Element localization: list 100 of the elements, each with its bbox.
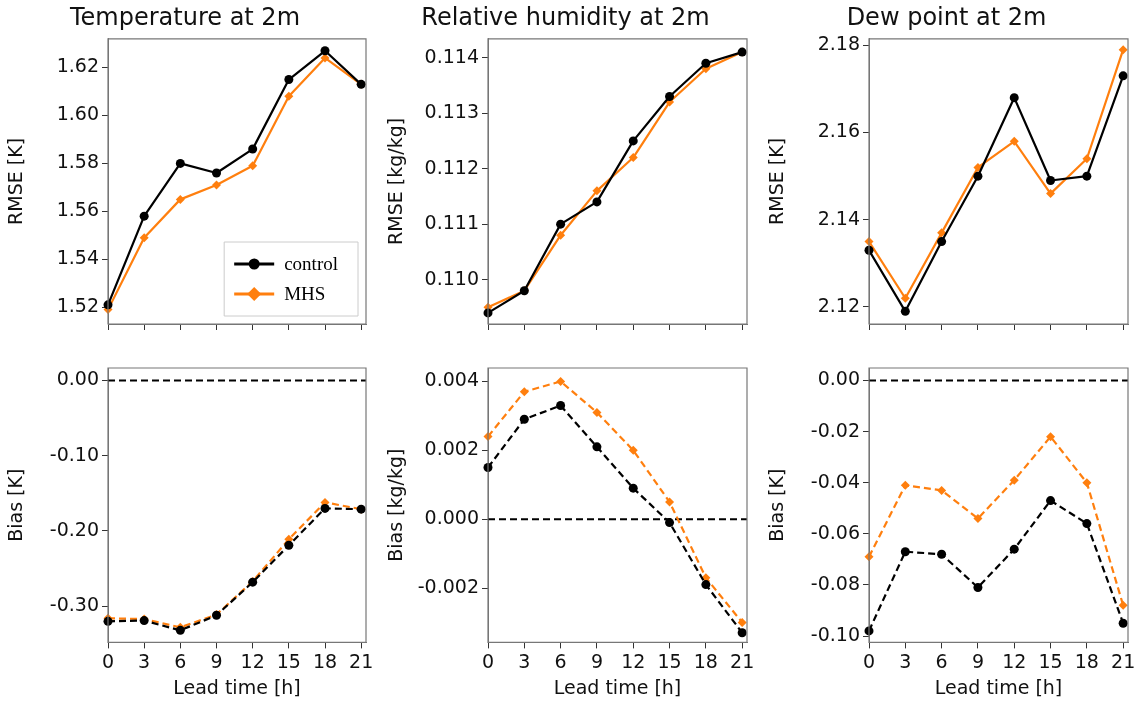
point xyxy=(592,186,602,196)
y-tick-label: -0.10 xyxy=(49,442,99,465)
x-tick-label: 9 xyxy=(590,649,603,672)
point xyxy=(556,230,566,240)
point xyxy=(701,58,711,68)
y-tick-label: 1.60 xyxy=(56,102,99,125)
point xyxy=(592,197,602,207)
y-axis-title: RMSE [kg/kg] xyxy=(384,117,407,245)
x-tick-label: 0 xyxy=(481,649,495,672)
x-tick-label: 9 xyxy=(971,649,984,672)
point xyxy=(1009,136,1019,146)
point xyxy=(248,144,258,154)
point xyxy=(973,582,983,592)
point xyxy=(973,513,983,523)
y-axis-title: Bias [kg/kg] xyxy=(384,448,407,562)
x-tick-label: 6 xyxy=(174,649,187,672)
y-tick-label: 1.58 xyxy=(56,150,99,173)
y-axis-title: Bias [K] xyxy=(4,468,27,542)
point xyxy=(139,233,149,243)
y-tick-label: 0.110 xyxy=(424,266,479,289)
point xyxy=(737,617,747,627)
point xyxy=(556,219,566,229)
x-tick-label: 3 xyxy=(899,649,912,672)
point xyxy=(1082,478,1092,488)
y-tick-label: 2.16 xyxy=(817,119,860,142)
x-tick-label: 18 xyxy=(1074,649,1099,672)
x-tick-label: 0 xyxy=(101,649,115,672)
point xyxy=(1082,171,1092,181)
y-tick-label: 0.004 xyxy=(424,368,479,391)
point xyxy=(1046,432,1056,442)
point xyxy=(519,414,529,424)
point xyxy=(937,228,947,238)
point xyxy=(628,153,638,163)
point xyxy=(900,293,910,303)
point xyxy=(665,92,675,102)
point xyxy=(665,497,675,507)
y-tick-label: 0.112 xyxy=(424,155,479,178)
point xyxy=(592,407,602,417)
point xyxy=(628,136,638,146)
x-tick-label: 18 xyxy=(312,649,338,672)
point xyxy=(139,211,149,221)
x-axis-title: Lead time [h] xyxy=(934,675,1063,698)
point xyxy=(320,46,330,56)
point xyxy=(1046,189,1056,199)
point xyxy=(592,442,602,452)
point xyxy=(1009,475,1019,485)
y-tick-label: 0.114 xyxy=(424,44,479,67)
point xyxy=(900,547,910,557)
y-tick-label: 0.000 xyxy=(424,506,479,529)
y-tick-label: 2.14 xyxy=(817,206,860,229)
point xyxy=(212,180,222,190)
y-tick-label: 0.00 xyxy=(817,367,860,390)
point xyxy=(1082,519,1092,529)
point xyxy=(973,162,983,172)
x-tick-label: 3 xyxy=(138,649,151,672)
y-tick-label: -0.06 xyxy=(810,520,860,543)
point xyxy=(248,161,258,171)
x-tick-label: 12 xyxy=(621,649,646,672)
legend-label: control xyxy=(284,252,339,274)
point xyxy=(1118,45,1128,55)
point xyxy=(1082,154,1092,164)
point xyxy=(1009,93,1019,103)
point xyxy=(284,540,294,550)
point xyxy=(556,376,566,386)
y-tick-label: -0.02 xyxy=(810,418,860,441)
x-axis-title: Lead time [h] xyxy=(173,675,301,698)
x-tick-label: 6 xyxy=(554,649,567,672)
y-tick-label: 2.18 xyxy=(817,32,860,55)
x-tick-label: 15 xyxy=(276,649,301,672)
y-tick-label: -0.08 xyxy=(810,571,860,594)
point xyxy=(737,628,747,638)
point xyxy=(1046,176,1056,186)
x-tick-label: 18 xyxy=(693,649,718,672)
point xyxy=(701,580,711,590)
y-tick-label: -0.30 xyxy=(49,593,99,616)
point xyxy=(665,518,675,528)
x-tick-label: 21 xyxy=(349,649,374,672)
y-tick-label: 1.54 xyxy=(56,246,99,269)
y-tick-label: 1.52 xyxy=(56,294,99,317)
point xyxy=(1118,600,1128,610)
chart-title: Relative humidity at 2m xyxy=(421,2,710,31)
y-tick-label: 1.62 xyxy=(56,54,99,77)
y-axis-title: RMSE [K] xyxy=(4,137,27,225)
point xyxy=(519,387,529,397)
x-tick-label: 12 xyxy=(1002,649,1027,672)
point xyxy=(212,168,222,178)
point xyxy=(937,237,947,247)
point xyxy=(284,91,294,101)
x-tick-label: 15 xyxy=(1038,649,1063,672)
point xyxy=(973,171,983,181)
point xyxy=(556,401,566,411)
y-tick-label: 0.113 xyxy=(424,100,479,123)
x-tick-label: 0 xyxy=(862,649,876,672)
x-tick-label: 15 xyxy=(657,649,682,672)
point xyxy=(1118,71,1128,81)
legend-label: MHS xyxy=(284,282,326,304)
y-axis-title: RMSE [K] xyxy=(765,137,788,225)
point xyxy=(175,194,185,204)
y-tick-label: 0.111 xyxy=(424,211,479,234)
x-tick-label: 6 xyxy=(935,649,948,672)
